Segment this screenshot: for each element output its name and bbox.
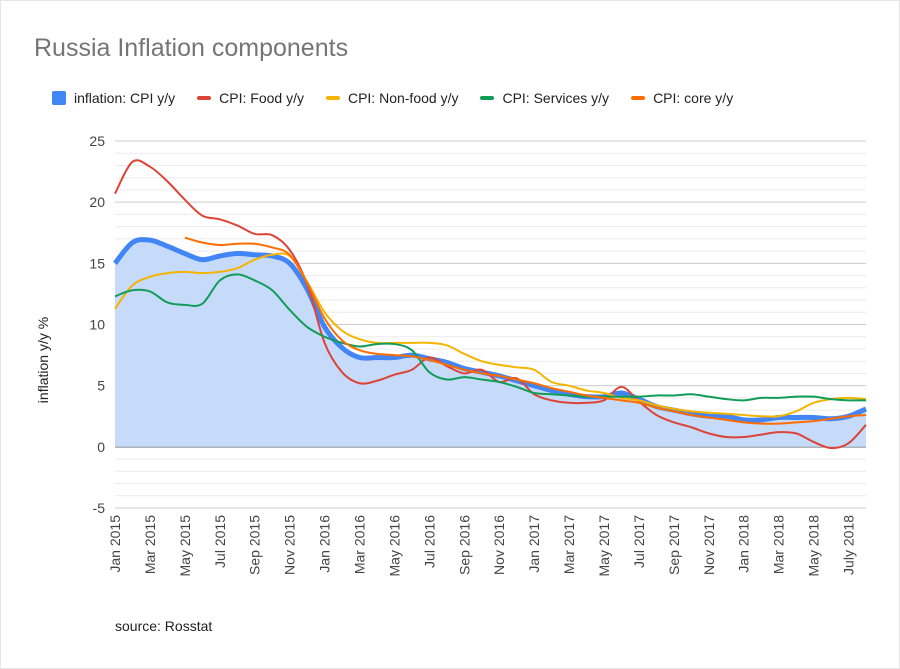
x-tick-label: May 2018 [806,515,822,577]
legend-label: inflation: CPI y/y [74,90,176,106]
legend-swatch [480,96,495,100]
x-tick-label: Mar 2016 [352,515,368,574]
x-tick-label: July 2018 [841,515,857,575]
source-note: source: Rosstat [115,618,213,634]
y-tick-label: 25 [89,133,105,149]
y-tick-label: 0 [97,439,105,455]
y-tick-label: -5 [93,500,106,516]
x-tick-label: Nov 2017 [701,515,717,575]
x-tick-label: Sep 2015 [247,515,263,575]
x-tick-label: Sep 2016 [456,515,472,575]
legend-swatch [631,96,646,100]
y-tick-label: 10 [89,317,105,333]
x-tick-label: May 2017 [596,515,612,577]
x-tick-label: Jan 2017 [526,515,542,573]
x-tick-label: Mar 2018 [771,515,787,574]
x-tick-label: Nov 2015 [282,515,298,575]
x-tick-label: Jan 2015 [107,515,123,573]
x-tick-label: Jan 2016 [317,515,333,573]
x-tick-label: Mar 2015 [142,515,158,574]
series-line-cpi-core-y-y [184,236,867,425]
x-tick-label: Jan 2018 [736,515,752,573]
legend-item: inflation: CPI y/y [52,90,175,106]
legend-swatch [52,91,66,105]
x-tick-label: Jul 2016 [421,515,437,568]
legend-item: CPI: Food y/y [197,90,304,106]
x-tick-label: Jul 2017 [631,515,647,568]
series-line-cpi-non-food-y-y [114,252,867,418]
x-tick-label: Mar 2017 [561,515,577,574]
x-tick-label: Jul 2015 [212,515,228,568]
x-tick-label: May 2016 [386,515,402,577]
series-line-cpi-services-y-y [114,273,867,402]
x-tick-label: Sep 2017 [666,515,682,575]
chart-title: Russia Inflation components [34,34,349,62]
legend-swatch [325,96,340,100]
legend-label: CPI: Food y/y [219,90,304,106]
legend-swatch [197,96,212,100]
y-tick-label: 20 [89,194,105,210]
y-tick-label: 15 [89,255,105,271]
x-tick-label: May 2015 [177,515,193,577]
legend: inflation: CPI y/y CPI: Food y/y CPI: Non-… [52,90,755,106]
x-tick-label: Nov 2016 [491,515,507,575]
legend-label: CPI: Services y/y [502,90,610,106]
series-area-inflation-cpi-y-y [115,239,866,447]
y-tick-label: 5 [97,378,105,394]
legend-label: CPI: Non-food y/y [347,90,459,106]
legend-item: CPI: core y/y [631,90,733,106]
y-axis-label: inflation y/y % [35,317,51,403]
series-line-cpi-food-y-y [114,159,867,450]
legend-item: CPI: Services y/y [480,90,609,106]
legend-label: CPI: core y/y [653,90,734,106]
legend-item: CPI: Non-food y/y [325,90,459,106]
